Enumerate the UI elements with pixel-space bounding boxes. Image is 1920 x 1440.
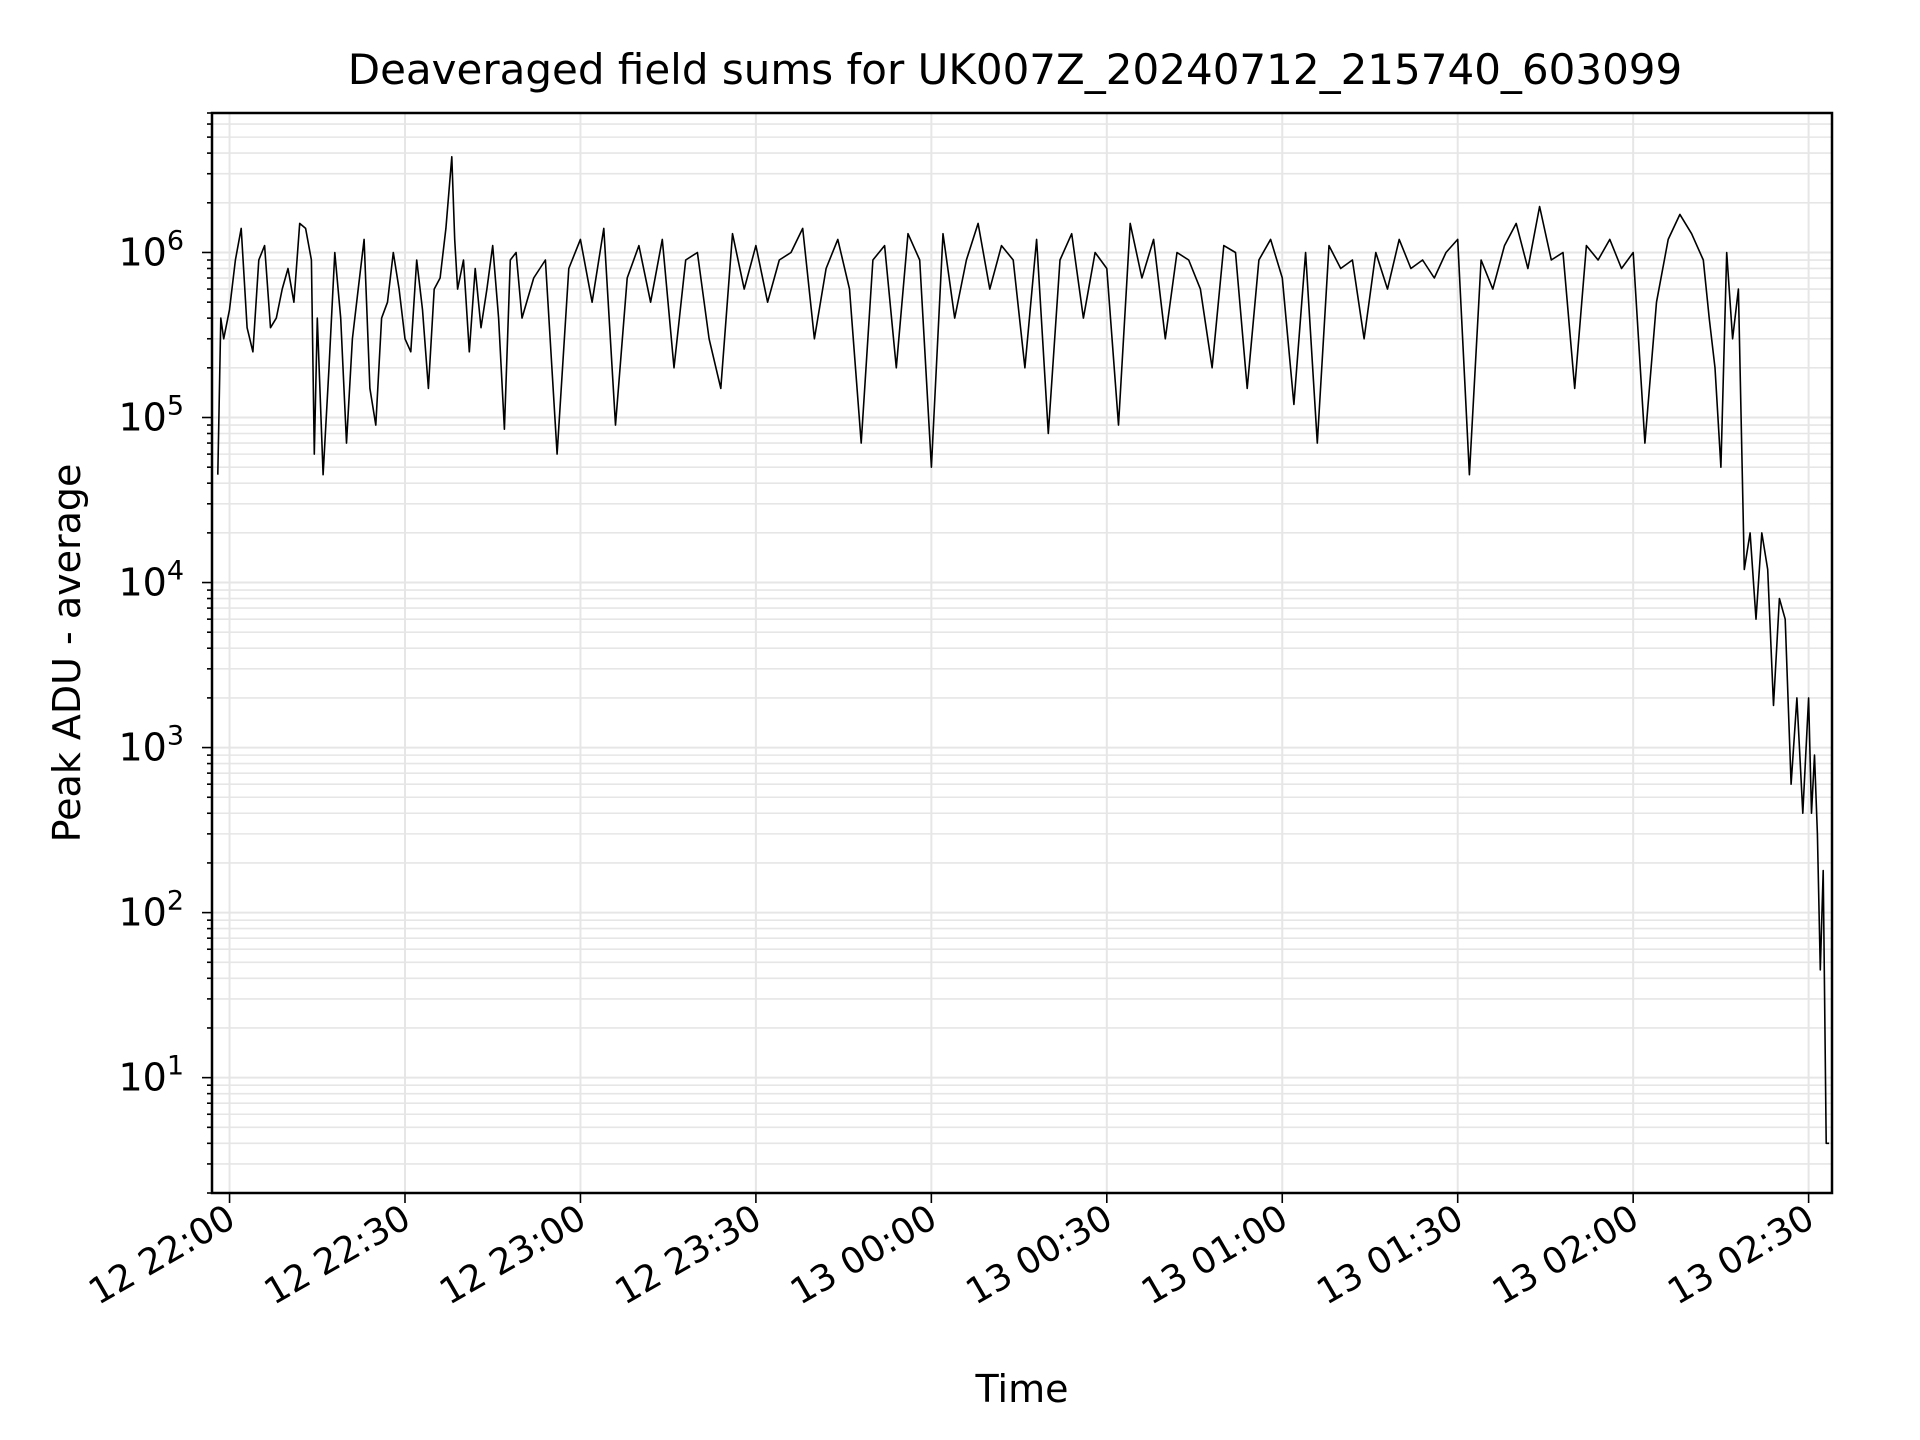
y-tick-base: 10 bbox=[118, 891, 166, 935]
y-tick-label: 106 bbox=[118, 225, 184, 274]
y-tick-label: 104 bbox=[118, 556, 184, 605]
series-line bbox=[217, 156, 1830, 1145]
y-tick-label: 105 bbox=[118, 391, 184, 440]
y-tick-exponent: 6 bbox=[167, 225, 184, 256]
plot-frame bbox=[210, 111, 1834, 1195]
y-tick-base: 10 bbox=[118, 561, 166, 605]
y-tick-exponent: 4 bbox=[167, 556, 184, 587]
y-tick-base: 10 bbox=[118, 1056, 166, 1100]
y-tick-base: 10 bbox=[118, 396, 166, 440]
y-tick-label: 103 bbox=[118, 721, 184, 770]
y-tick-label: 102 bbox=[118, 886, 184, 935]
y-tick-label: 101 bbox=[118, 1051, 184, 1100]
series-line-group bbox=[217, 156, 1830, 1145]
y-tick-base: 10 bbox=[118, 230, 166, 274]
y-tick-exponent: 3 bbox=[167, 721, 184, 752]
y-tick-exponent: 2 bbox=[167, 886, 184, 917]
chart-title: Deaveraged field sums for UK007Z_2024071… bbox=[348, 45, 1683, 94]
grid bbox=[212, 112, 1832, 1194]
y-axis-label: Peak ADU - average bbox=[45, 464, 89, 843]
y-tick-base: 10 bbox=[118, 726, 166, 770]
y-tick-exponent: 5 bbox=[167, 391, 184, 422]
y-tick-exponent: 1 bbox=[167, 1051, 184, 1082]
x-axis-label: Time bbox=[975, 1367, 1069, 1411]
